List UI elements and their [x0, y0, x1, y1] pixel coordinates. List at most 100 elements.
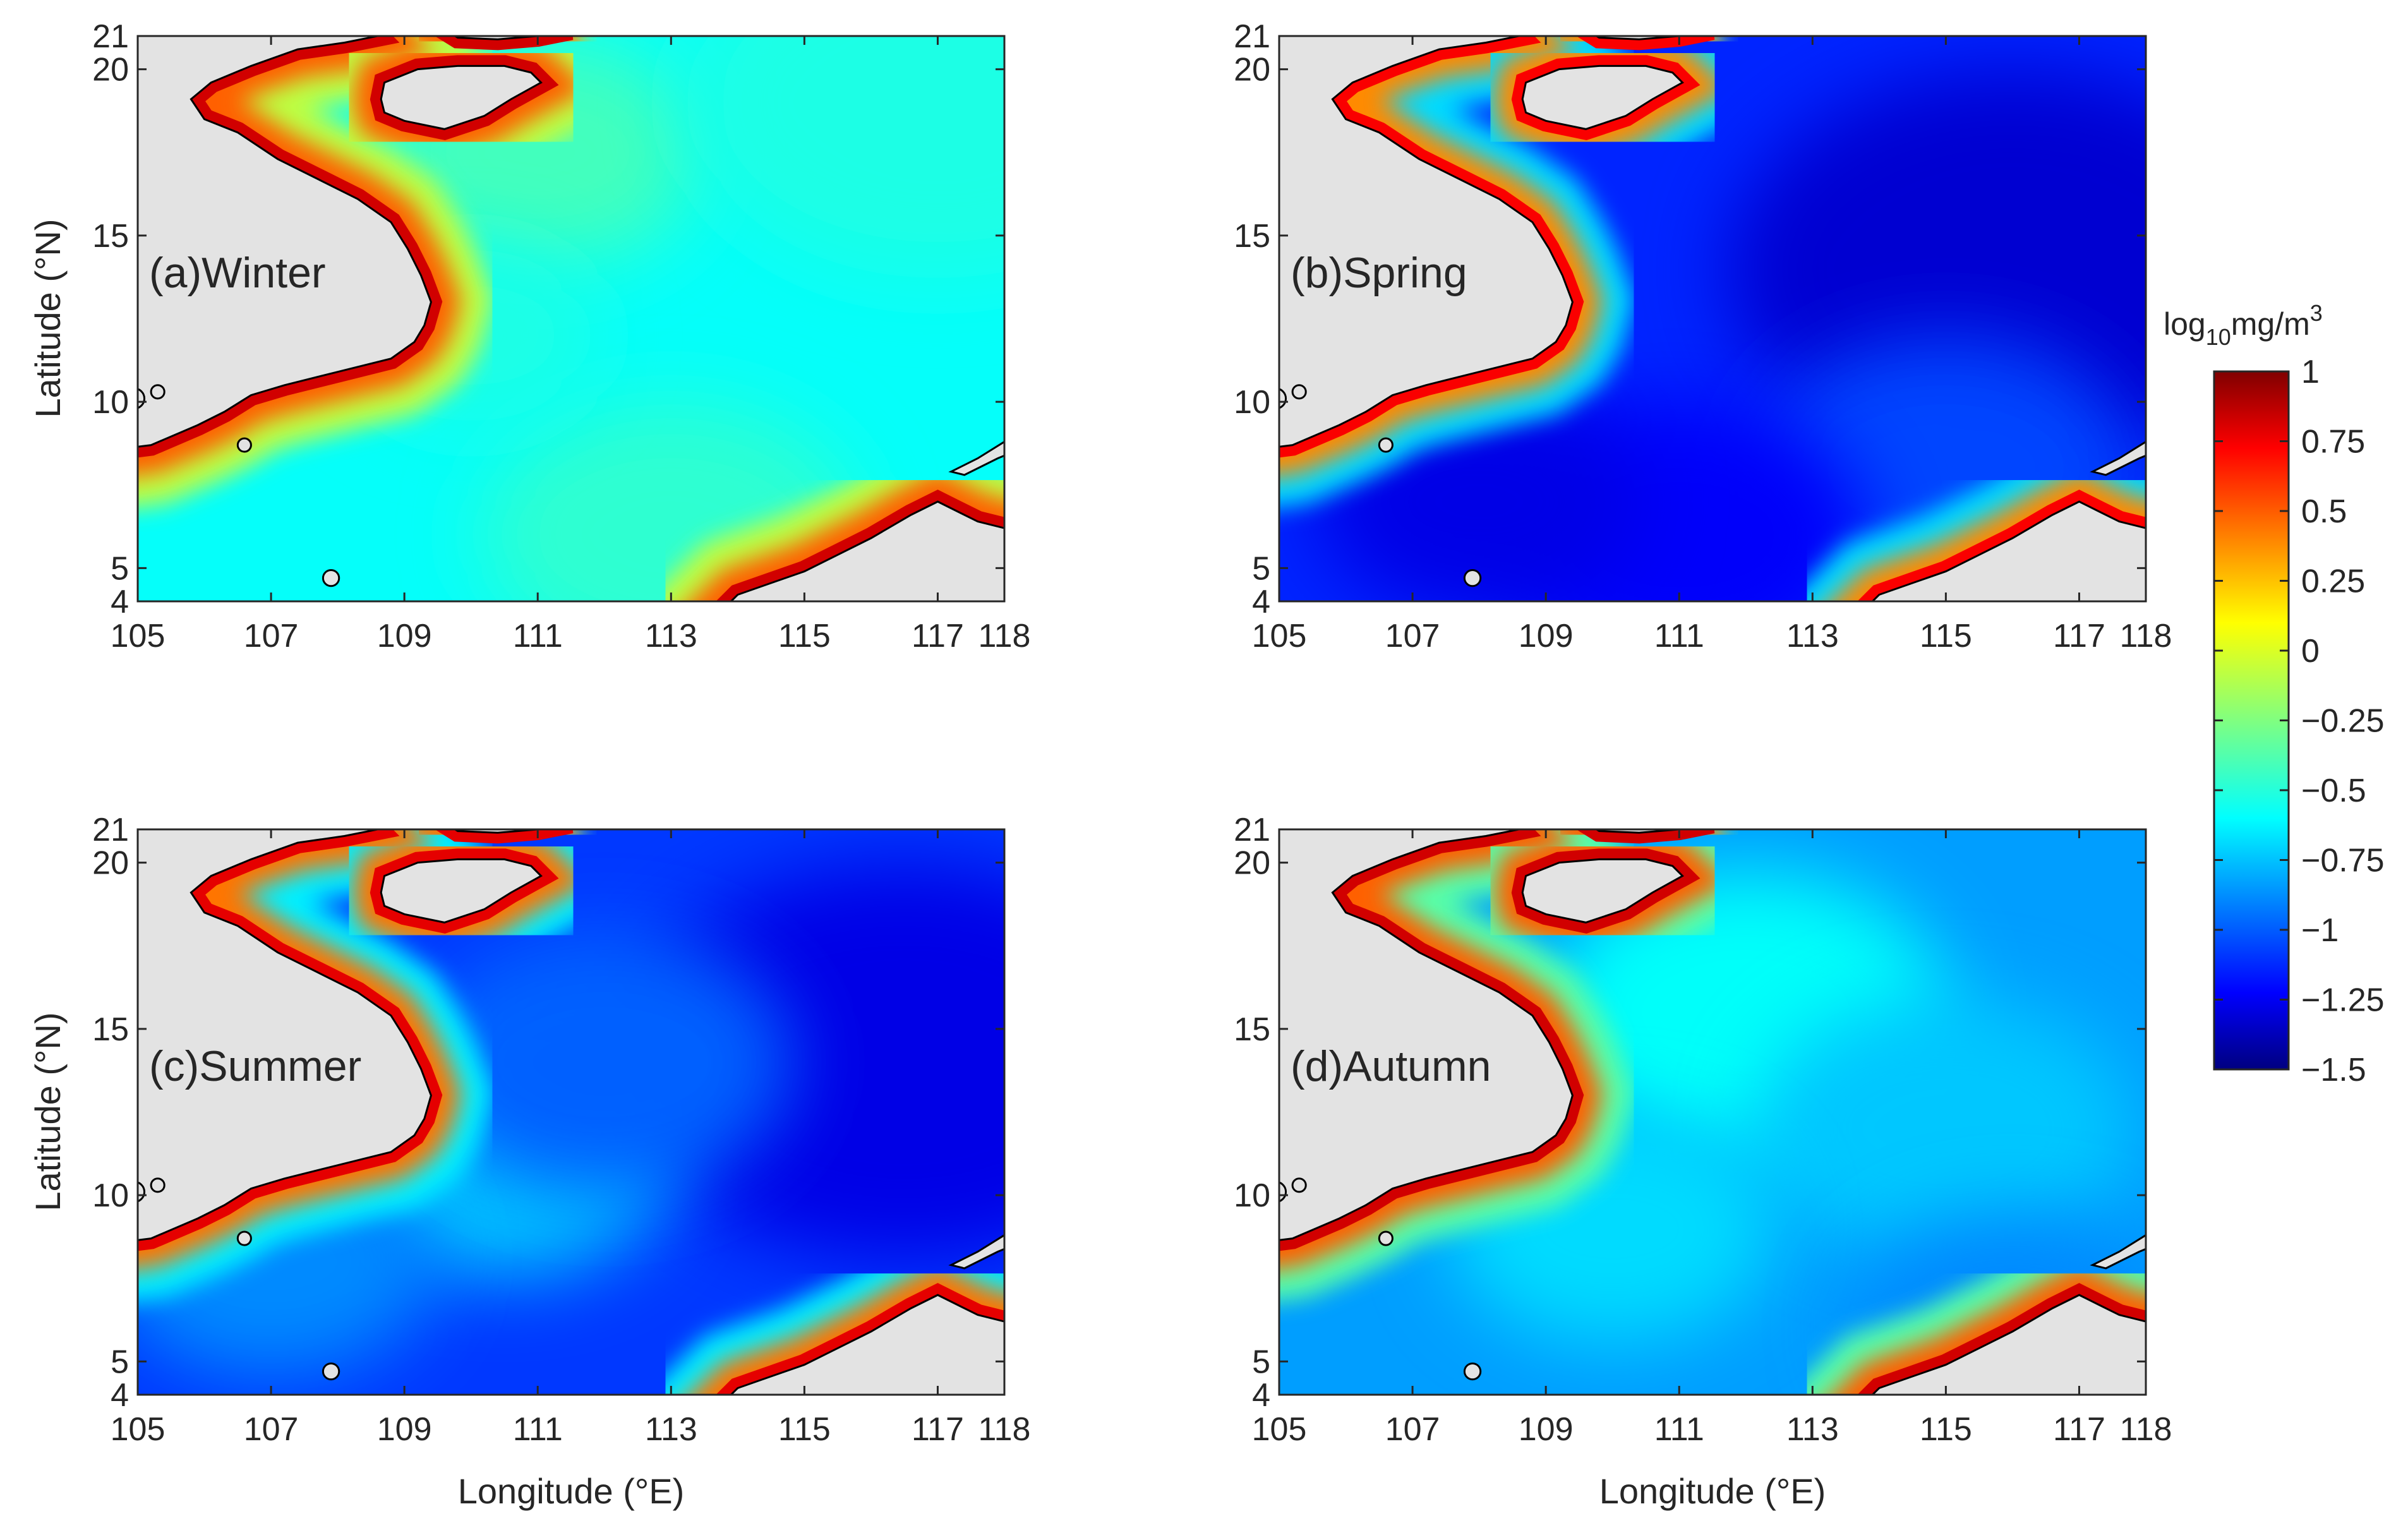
colorbar-tick-label: −1.25: [2301, 982, 2385, 1019]
colorbar-tick-label: −1.5: [2301, 1052, 2366, 1088]
colorbar-tick-label: 0.25: [2301, 563, 2365, 600]
x-axis-ticks: 105 107 109 111 113 115 117 118: [1252, 829, 2172, 1448]
x-tick-label: 105: [111, 618, 166, 654]
panel-label: (b)Spring: [1291, 249, 1467, 297]
y-tick-label: 5: [111, 1344, 129, 1380]
x-axis-ticks: 105 107 109 111 113 115 117 118: [111, 36, 1031, 654]
x-tick-label: 113: [645, 618, 697, 654]
x-tick-label: 115: [1920, 618, 1972, 654]
y-tick-label: 15: [92, 1011, 129, 1048]
land-mask: [1279, 829, 2146, 1395]
landmass: [948, 440, 1004, 476]
panel-label: (a)Winter: [149, 249, 326, 297]
islet: [150, 384, 166, 400]
x-tick-label: 118: [2120, 1411, 2172, 1448]
map-area: [1279, 36, 2146, 601]
panel-label: (d)Autumn: [1291, 1042, 1491, 1090]
y-tick-label: 21: [92, 18, 129, 55]
landmass: [1871, 1294, 2146, 1395]
x-tick-label: 113: [1786, 618, 1839, 654]
y-tick-label: 10: [1234, 1177, 1270, 1214]
axes-frame: [136, 35, 1006, 603]
x-tick-label: 115: [778, 1411, 831, 1448]
x-tick-label: 118: [978, 1411, 1031, 1448]
landmass: [2090, 1234, 2146, 1270]
landmass: [380, 64, 543, 130]
land-mask: [138, 36, 1004, 601]
y-tick-label: 21: [1234, 812, 1270, 848]
x-tick-label: 109: [1519, 618, 1574, 654]
x-tick-label: 109: [377, 618, 432, 654]
colorbar-ticks: 1 0.75 0.5 0.25 0 −0.25 −0.5 −0.75 −1 −1.25 −1.5: [2214, 354, 2385, 1088]
x-tick-label: 118: [2120, 618, 2172, 654]
y-tick-label: 15: [1234, 218, 1270, 255]
y-tick-label: 4: [1252, 584, 1270, 620]
islet: [236, 1230, 252, 1246]
x-tick-label: 107: [1385, 1411, 1440, 1448]
x-tick-label: 107: [244, 618, 299, 654]
y-tick-label: 10: [92, 384, 129, 421]
x-axis-ticks: 105 107 109 111 113 115 117 118: [1252, 36, 2172, 654]
x-tick-label: 111: [1654, 618, 1704, 654]
islet: [1378, 437, 1394, 453]
map-area: [138, 36, 1004, 601]
landmass: [138, 829, 432, 1241]
y-tick-label: 20: [1234, 52, 1270, 88]
colorbar-tick-label: 1: [2301, 354, 2320, 390]
colorbar-tick-label: −1: [2301, 912, 2339, 949]
islet: [1279, 1181, 1287, 1203]
islet: [1291, 384, 1307, 400]
landmass: [1521, 64, 1684, 130]
concentration-field: [1315, 69, 2146, 601]
x-tick-label: 115: [1920, 1411, 1972, 1448]
y-tick-label: 4: [111, 1377, 129, 1414]
y-tick-label: 10: [92, 1177, 129, 1214]
x-tick-label: 105: [1252, 618, 1307, 654]
x-tick-label: 117: [912, 1411, 964, 1448]
islet: [138, 388, 146, 409]
y-tick-label: 4: [1252, 1377, 1270, 1414]
y-tick-label: 20: [1234, 845, 1270, 882]
x-tick-label: 117: [2053, 1411, 2105, 1448]
x-axis-ticks: 105 107 109 111 113 115 117 118: [111, 829, 1031, 1448]
y-tick-label: 15: [1234, 1011, 1270, 1048]
colorbar-tick-label: −0.25: [2301, 703, 2385, 740]
axes-frame: [1278, 828, 2147, 1396]
landmass: [1279, 829, 1574, 1241]
colorbar-tick-label: 0.75: [2301, 424, 2365, 460]
x-tick-label: 105: [111, 1411, 166, 1448]
y-tick-label: 4: [111, 584, 129, 620]
x-tick-label: 109: [1519, 1411, 1574, 1448]
x-tick-label: 118: [978, 618, 1031, 654]
y-tick-label: 21: [92, 812, 129, 848]
x-tick-label: 117: [912, 618, 964, 654]
islet: [138, 1181, 146, 1203]
colorbar-tick-label: −0.5: [2301, 773, 2366, 809]
y-axis-label: Latitude (°N): [28, 1013, 68, 1212]
y-axis-label: Latitude (°N): [28, 219, 68, 418]
x-tick-label: 107: [244, 1411, 299, 1448]
panel-label: (c)Summer: [149, 1042, 361, 1090]
y-tick-label: 21: [1234, 18, 1270, 55]
x-tick-label: 105: [1252, 1411, 1307, 1448]
axes-frame: [1278, 35, 2147, 603]
concentration-patch: [414, 929, 794, 1195]
landmass: [1279, 36, 1574, 448]
y-tick-label: 10: [1234, 384, 1270, 421]
x-tick-label: 111: [1654, 1411, 1704, 1448]
x-tick-label: 109: [377, 1411, 432, 1448]
colorbar-unit: log10mg/m3: [2164, 300, 2323, 350]
islet: [1463, 1362, 1482, 1381]
landmass: [1871, 500, 2146, 601]
colorbar-gradient: [2213, 370, 2290, 1071]
colorbar: log10mg/m3 1 0.75 0.5 0.25 0 −0.25 −0.5 −0.75 −1…: [2164, 300, 2385, 1088]
x-tick-label: 107: [1385, 618, 1440, 654]
islet: [322, 1362, 340, 1381]
